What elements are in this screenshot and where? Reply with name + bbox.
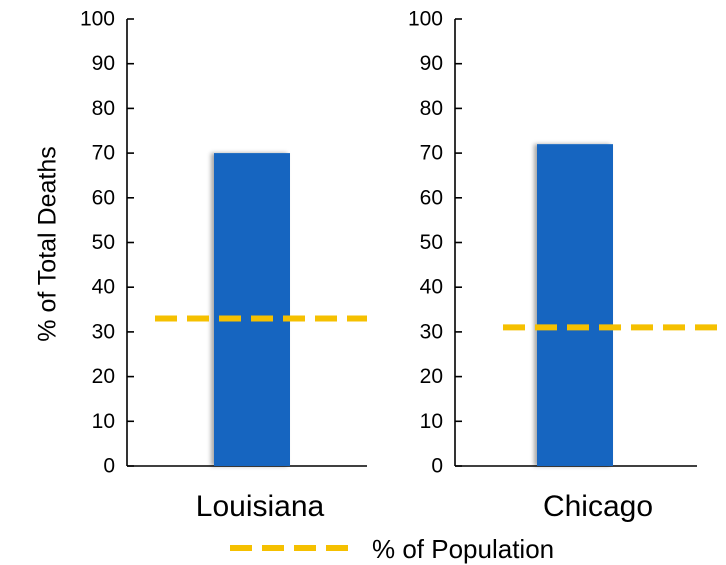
panel-louisiana: 0 10 20 30 40 50 60 70 80 90 100 Louisiana [80, 8, 367, 523]
y-tick-label: 10 [92, 410, 115, 433]
y-tick-label: 50 [420, 231, 443, 254]
category-label-louisiana: Louisiana [196, 490, 325, 523]
y-tick-label: 90 [92, 52, 115, 75]
legend: % of Population [230, 534, 554, 564]
y-tick-label: 70 [420, 142, 443, 165]
y-tick-label: 100 [408, 8, 443, 31]
legend-label: % of Population [372, 534, 554, 564]
y-ticks: 0 10 20 30 40 50 60 70 80 90 100 [80, 8, 134, 478]
y-tick-label: 80 [92, 97, 115, 120]
panel-chicago: 0 10 20 30 40 50 60 70 80 90 100 Chicago [408, 8, 718, 523]
y-tick-label: 40 [420, 276, 443, 299]
y-tick-label: 30 [420, 320, 443, 343]
y-axis-title: % of Total Deaths [34, 146, 62, 341]
y-tick-label: 10 [420, 410, 443, 433]
y-tick-label: 0 [103, 455, 115, 478]
category-label-chicago: Chicago [543, 490, 653, 523]
y-tick-label: 0 [431, 455, 443, 478]
bar-louisiana [214, 153, 290, 466]
y-tick-label: 90 [420, 52, 443, 75]
y-tick-label: 30 [92, 320, 115, 343]
y-tick-label: 80 [420, 97, 443, 120]
y-tick-label: 60 [92, 186, 115, 209]
y-tick-label: 60 [420, 186, 443, 209]
y-tick-label: 70 [92, 142, 115, 165]
y-tick-label: 20 [92, 365, 115, 388]
y-tick-label: 50 [92, 231, 115, 254]
y-tick-label: 20 [420, 365, 443, 388]
y-tick-label: 40 [92, 276, 115, 299]
y-ticks: 0 10 20 30 40 50 60 70 80 90 100 [408, 8, 462, 478]
bar-chicago [537, 144, 613, 466]
y-tick-label: 100 [80, 8, 115, 31]
